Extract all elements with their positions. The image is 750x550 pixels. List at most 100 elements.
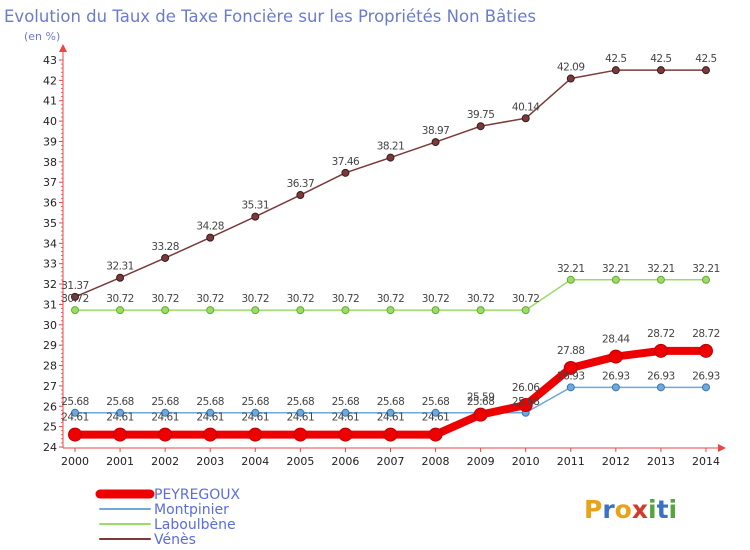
data-point-montpinier — [251, 408, 260, 417]
data-point-laboulbene — [296, 306, 305, 315]
y-tick-label: 40 — [43, 115, 57, 128]
y-tick-label: 37 — [43, 176, 57, 189]
data-label-peyregoux: 24.61 — [377, 412, 405, 424]
x-tick-label: 2004 — [241, 455, 269, 468]
data-label-venes: 40.14 — [512, 101, 540, 113]
data-label-laboulbene: 30.72 — [467, 293, 495, 305]
series-montpinier — [71, 383, 710, 417]
y-tick-label: 26 — [43, 400, 57, 413]
data-label-peyregoux: 24.61 — [422, 412, 450, 424]
y-tick-label: 27 — [43, 380, 57, 393]
data-label-laboulbene: 32.21 — [602, 263, 630, 275]
data-point-peyregoux — [383, 427, 398, 442]
data-label-venes: 34.28 — [196, 221, 224, 233]
data-point-laboulbene — [701, 275, 710, 284]
data-point-montpinier — [341, 408, 350, 417]
data-label-laboulbene: 30.72 — [61, 293, 89, 305]
data-point-peyregoux — [698, 343, 713, 358]
data-label-laboulbene: 30.72 — [512, 293, 540, 305]
data-point-montpinier — [431, 408, 440, 417]
data-point-venes — [476, 122, 485, 131]
data-point-venes — [656, 66, 665, 75]
data-point-venes — [611, 66, 620, 75]
data-point-venes — [251, 212, 260, 221]
series-peyregoux — [68, 343, 713, 442]
series-layer — [68, 66, 713, 442]
data-label-montpinier: 26.93 — [557, 370, 585, 382]
data-label-montpinier: 25.68 — [287, 396, 315, 408]
y-tick-label: 34 — [43, 237, 57, 250]
data-label-peyregoux: 24.61 — [61, 412, 89, 424]
x-tick-label: 2002 — [151, 455, 179, 468]
legend-item-venes: Vénès — [99, 532, 196, 548]
x-tick-label: 2009 — [467, 455, 495, 468]
data-label-montpinier: 25.68 — [512, 396, 540, 408]
data-label-montpinier: 25.68 — [241, 396, 269, 408]
data-point-venes — [161, 253, 170, 262]
data-label-montpinier: 26.93 — [647, 370, 675, 382]
data-point-laboulbene — [611, 275, 620, 284]
data-point-montpinier — [611, 383, 620, 392]
data-label-montpinier: 25.68 — [467, 396, 495, 408]
data-point-montpinier — [386, 408, 395, 417]
y-tick-label: 38 — [43, 156, 57, 169]
data-label-peyregoux: 24.61 — [151, 412, 179, 424]
data-point-peyregoux — [68, 427, 82, 442]
data-point-montpinier — [296, 408, 305, 417]
data-label-montpinier: 26.93 — [692, 370, 720, 382]
data-label-peyregoux: 26.06 — [512, 382, 540, 394]
data-point-peyregoux — [608, 349, 623, 364]
data-label-montpinier: 25.68 — [106, 396, 134, 408]
x-tick-label: 2008 — [422, 455, 450, 468]
data-label-peyregoux: 27.88 — [557, 345, 585, 357]
data-point-laboulbene — [116, 306, 125, 315]
data-point-venes — [71, 292, 79, 301]
data-labels-layer: 31.37 32.31 33.28 34.28 35.31 36.37 37.46 38.21… — [61, 53, 720, 423]
data-point-laboulbene — [341, 306, 350, 315]
x-tick-label: 2000 — [61, 455, 89, 468]
data-label-montpinier: 25.68 — [332, 396, 360, 408]
data-point-peyregoux — [338, 427, 353, 442]
chart-title: Evolution du Taux de Taxe Foncière sur l… — [4, 7, 536, 26]
data-point-montpinier — [206, 408, 215, 417]
data-label-montpinier: 25.68 — [61, 396, 89, 408]
y-axis-arrow — [59, 44, 67, 52]
x-axis-arrow — [718, 444, 726, 452]
data-label-laboulbene: 30.72 — [241, 293, 269, 305]
data-label-peyregoux: 28.72 — [692, 328, 720, 340]
y-tick-label: 35 — [43, 217, 57, 230]
data-point-peyregoux — [113, 427, 128, 442]
legend-item-laboulbene: Laboulbène — [99, 517, 236, 533]
x-tick-label: 2014 — [692, 455, 720, 468]
data-point-peyregoux — [293, 427, 308, 442]
data-label-venes: 37.46 — [332, 156, 360, 168]
y-tick-label: 31 — [43, 298, 57, 311]
data-label-peyregoux: 28.72 — [647, 328, 675, 340]
proxiti-logo-text: Proxiti — [584, 495, 677, 524]
data-point-laboulbene — [206, 306, 215, 315]
data-point-venes — [296, 191, 305, 200]
x-tick-label: 2005 — [286, 455, 314, 468]
data-point-venes — [386, 153, 395, 162]
x-tick-label: 2006 — [331, 455, 359, 468]
data-label-venes: 38.97 — [422, 125, 450, 137]
data-label-laboulbene: 30.72 — [332, 293, 360, 305]
data-label-montpinier: 26.93 — [602, 370, 630, 382]
data-label-laboulbene: 32.21 — [692, 263, 720, 275]
y-tick-label: 36 — [43, 197, 57, 210]
x-tick-label: 2003 — [196, 455, 224, 468]
data-point-venes — [206, 233, 215, 242]
data-point-laboulbene — [656, 275, 665, 284]
data-label-laboulbene: 30.72 — [287, 293, 315, 305]
y-tick-label: 32 — [43, 278, 57, 291]
y-tick-label: 28 — [43, 360, 57, 373]
data-label-laboulbene: 32.21 — [647, 263, 675, 275]
data-label-venes: 33.28 — [151, 241, 179, 253]
data-label-montpinier: 25.68 — [422, 396, 450, 408]
y-tick-label: 29 — [43, 339, 57, 352]
data-label-montpinier: 25.68 — [151, 396, 179, 408]
y-tick-label: 25 — [43, 421, 57, 434]
data-point-venes — [116, 273, 125, 282]
